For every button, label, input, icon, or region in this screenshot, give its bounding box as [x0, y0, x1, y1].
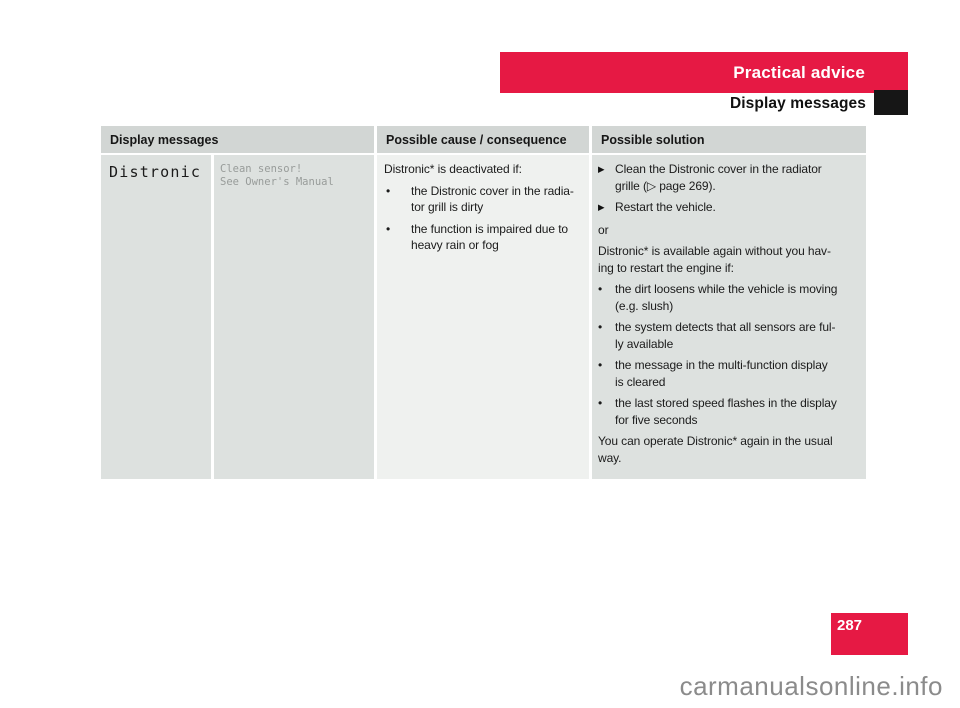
- column-header-possible-cause: Possible cause / consequence: [377, 126, 589, 153]
- section-marker-tab: [874, 90, 908, 115]
- page-subtitle: Display messages: [729, 95, 866, 112]
- display-message-title: Distronic: [109, 163, 202, 181]
- solution-action-text: Restart the vehicle.: [615, 200, 716, 214]
- solution-outro: You can operate Distronic* again in the …: [598, 434, 833, 465]
- page-number: 287: [837, 617, 863, 634]
- display-message-detail-cell: Clean sensor! See Owner's Manual: [214, 155, 374, 479]
- possible-cause-cell: Distronic* is deactivated if: • the Dist…: [377, 155, 589, 479]
- action-arrow-icon: ▶: [598, 203, 605, 213]
- cause-bullet: • the function is impaired due to heavy …: [384, 221, 585, 254]
- solution-bullet: • the message in the multi-function disp…: [598, 357, 862, 390]
- column-header-display-messages: Display messages: [101, 126, 374, 153]
- solution-bullet-text: the system detects that all sensors are …: [615, 320, 836, 351]
- solution-bullet: • the system detects that all sensors ar…: [598, 319, 862, 352]
- solution-action: ▶ Clean the Distronic cover in the radia…: [598, 161, 862, 194]
- solution-reactivation-intro: Distronic* is available again without yo…: [598, 244, 831, 275]
- solution-bullet: • the dirt loosens while the vehicle is …: [598, 281, 862, 314]
- bullet-icon: •: [598, 282, 603, 296]
- action-arrow-icon: ▶: [598, 165, 605, 175]
- solution-action: ▶ Restart the vehicle.: [598, 199, 862, 217]
- display-messages-table: Display messages Possible cause / conseq…: [101, 126, 866, 479]
- bullet-icon: •: [386, 221, 391, 236]
- cause-bullet-text: the function is impaired due to heavy ra…: [411, 221, 568, 253]
- solution-bullet-text: the dirt loosens while the vehicle is mo…: [615, 282, 838, 313]
- possible-solution-cell: ▶ Clean the Distronic cover in the radia…: [592, 155, 866, 479]
- watermark-text: carmanualsonline.info: [679, 671, 943, 701]
- column-header-possible-solution: Possible solution: [592, 126, 866, 153]
- solution-or-text: or: [598, 222, 609, 237]
- section-banner-title: Practical advice: [733, 62, 865, 82]
- solution-action-text: Clean the Distronic cover in the radiato…: [615, 162, 822, 193]
- page-number-box: 287: [831, 613, 908, 655]
- bullet-icon: •: [386, 183, 391, 198]
- display-message-title-cell: Distronic: [101, 155, 211, 479]
- bullet-icon: •: [598, 320, 603, 334]
- cause-intro: Distronic* is deactivated if:: [384, 162, 522, 176]
- bullet-icon: •: [598, 396, 603, 410]
- bullet-icon: •: [598, 358, 603, 372]
- cause-bullet: • the Distronic cover in the radia- tor …: [384, 183, 585, 216]
- section-banner: Practical advice: [500, 52, 908, 93]
- solution-bullet-text: the last stored speed flashes in the dis…: [615, 396, 837, 427]
- solution-bullet: • the last stored speed flashes in the d…: [598, 395, 862, 428]
- solution-bullet-text: the message in the multi-function displa…: [615, 358, 828, 389]
- cause-bullet-text: the Distronic cover in the radia- tor gr…: [411, 183, 574, 215]
